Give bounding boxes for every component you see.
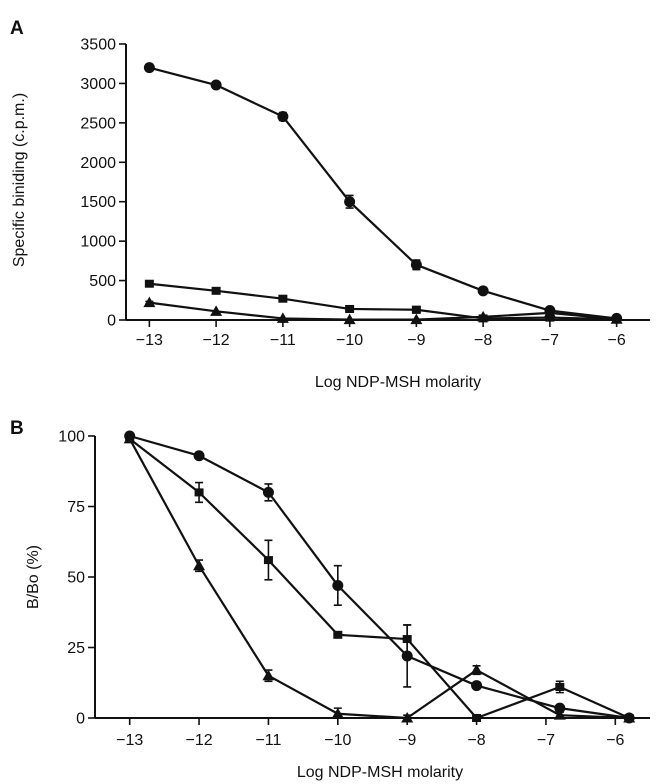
panel-b-data-point-triangle [193, 559, 206, 571]
panel-b-series-square [125, 434, 634, 722]
panel-b-data-point-circle [554, 702, 566, 714]
panel-a-data-point-triangle [543, 306, 556, 318]
panel-b-data-point-triangle [623, 712, 636, 723]
panel-b-data-point-circle [332, 579, 344, 591]
panel-a-series-triangle [143, 296, 623, 325]
panel-b-x-tick-label: −12 [185, 732, 212, 749]
panel-b-x-tick-label: −7 [537, 732, 555, 749]
panel-a-y-axis-label: Specific biniding (c.p.m.) [11, 93, 28, 267]
panel-b-data-point-square [263, 556, 273, 565]
panel-b-y-tick-label: 100 [58, 429, 85, 446]
panel-a-data-point-triangle [477, 310, 490, 322]
panel-b-letter: B [10, 418, 24, 439]
panel-a-series-line-square [149, 282, 617, 321]
panel-a-data-point-triangle [343, 313, 356, 325]
panel-a-y-tick-label: 1000 [80, 234, 116, 251]
panel-b-data-point-triangle [470, 664, 483, 675]
panel-b-data-point-square [472, 714, 482, 722]
panel-a-data-point-square [411, 305, 421, 314]
panel-a-series-line-circle [149, 66, 617, 320]
panel-a-data-point-triangle [276, 312, 289, 323]
panel-a-letter: A [10, 18, 24, 39]
panel-b-data-point-triangle [401, 712, 414, 723]
panel-b-series-triangle [123, 432, 636, 723]
panel-a-data-point-circle [277, 111, 289, 123]
panel-a-data-point-circle [477, 285, 489, 297]
panel-a-data-point-circle [210, 79, 222, 91]
panel-b-data-point-triangle [553, 709, 566, 720]
panel-a-data-point-circle [410, 259, 422, 271]
panel-b-data-point-square [194, 488, 204, 497]
panel-a-x-tick-label: −11 [270, 332, 296, 349]
panel-a-y-tick-label: 2500 [80, 115, 116, 132]
panel-a-data-point-triangle [210, 305, 223, 316]
panel-a-data-point-square [144, 279, 154, 288]
panel-a-series-circle [143, 62, 623, 324]
panel-a: A 0 500 1000 1500 2000 2500 3000 3500 −13 −12 −11… [10, 18, 650, 391]
panel-b-data-point-triangle [123, 432, 136, 444]
panel-b-data-point-square [402, 635, 412, 644]
panel-a-y-tick-label: 1500 [80, 194, 116, 211]
panel-a-data-point-circle [344, 196, 356, 208]
panel-b-plot [123, 430, 636, 724]
panel-b-data-point-circle [193, 450, 205, 462]
panel-b-x-tick-label: −11 [255, 732, 281, 749]
panel-a-x-ticks: −13 −12 −11 −10 −9 −8 −7 −6 [136, 320, 626, 349]
panel-b-x-ticks: −13 −12 −11 −10 −9 −8 −7 −6 [116, 718, 625, 749]
panel-b-data-point-triangle [331, 707, 344, 719]
panel-b-y-tick-label: 25 [67, 640, 85, 657]
panel-b-x-tick-label: −6 [606, 732, 624, 749]
panel-b-series-circle [124, 430, 635, 724]
panel-b-series-line-square [129, 437, 630, 720]
panel-b-series-line-circle [129, 434, 630, 720]
panel-a-data-point-square [278, 294, 288, 303]
panel-b-y-tick-label: 75 [67, 499, 85, 516]
panel-b-y-ticks: 0 25 50 75 100 [58, 429, 95, 728]
panel-a-data-point-circle [143, 62, 155, 74]
panel-a-data-point-square [345, 304, 355, 313]
panel-a-plot [143, 62, 623, 325]
panel-b: B 0 25 50 75 100 −13 −12 −11 −10 −9 −8 −7 −6 Log ND… [10, 418, 650, 781]
panel-a-data-point-triangle [610, 313, 623, 324]
panel-b-y-tick-label: 0 [76, 711, 85, 728]
panel-a-y-ticks: 0 500 1000 1500 2000 2500 3000 3500 [80, 37, 126, 330]
panel-b-x-tick-label: −10 [324, 732, 351, 749]
panel-b-data-point-circle [262, 486, 274, 498]
panel-a-data-point-square [545, 313, 555, 322]
panel-a-data-point-triangle [410, 313, 423, 325]
panel-a-x-tick-label: −6 [607, 332, 625, 349]
panel-a-x-tick-label: −10 [336, 332, 363, 349]
panel-b-data-point-circle [471, 680, 483, 692]
panel-a-x-tick-label: −13 [136, 332, 163, 349]
panel-b-y-axis-label: B/Bo (%) [25, 545, 42, 609]
panel-b-x-tick-label: −9 [398, 732, 416, 749]
panel-a-data-point-triangle [143, 296, 156, 308]
panel-a-y-tick-label: 0 [107, 313, 116, 330]
panel-a-y-tick-label: 3500 [80, 37, 116, 54]
panel-a-data-point-square [211, 286, 221, 295]
panel-a-x-tick-label: −7 [541, 332, 559, 349]
panel-b-series-line-triangle [128, 438, 630, 720]
panel-a-x-tick-label: −8 [474, 332, 492, 349]
panel-b-x-tick-label: −13 [116, 732, 143, 749]
panel-b-x-axis-label: Log NDP-MSH molarity [297, 764, 463, 781]
panel-a-y-tick-label: 500 [89, 273, 116, 290]
panel-b-data-point-triangle [262, 669, 275, 681]
panel-b-y-tick-label: 50 [67, 570, 85, 587]
panel-a-x-tick-label: −12 [203, 332, 230, 349]
panel-a-x-tick-label: −9 [407, 332, 425, 349]
panel-b-data-point-square [333, 630, 343, 639]
panel-b-x-tick-label: −8 [467, 732, 485, 749]
panel-a-y-tick-label: 3000 [80, 76, 116, 93]
panel-a-x-axis-label: Log NDP-MSH molarity [315, 374, 481, 391]
panel-b-data-point-square [555, 682, 565, 691]
panel-a-series-line-triangle [149, 301, 617, 321]
panel-a-y-tick-label: 2000 [80, 155, 116, 172]
